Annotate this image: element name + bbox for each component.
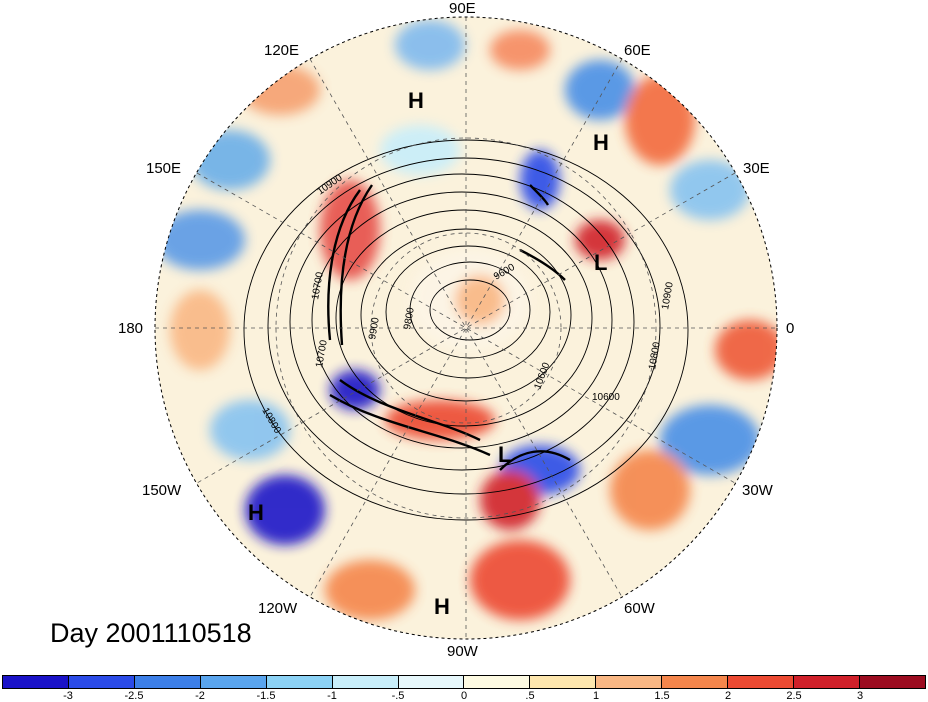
contour-label: 10900 [660,281,676,311]
lon-label-30e: 30E [743,160,770,177]
contour-label: 10600 [592,392,620,403]
map-boundary [154,16,778,640]
colorbar-tick-label: 0 [460,690,468,702]
colorbar-segment [68,676,135,688]
lon-label-150e: 150E [146,160,182,177]
colorbar-tick-label: -1.5 [256,690,276,702]
polar-map: 10900 10700 9900 9800 9600 10900 10800 1… [154,16,778,640]
colorbar-tick-label: 1.5 [654,690,670,702]
lon-label-90e: 90E [449,0,476,17]
colorbar-segment [3,676,69,688]
colorbar-segment [662,676,729,688]
contour-label: 10700 [314,339,330,369]
colorbar-tick-label: 2 [724,690,732,702]
colorbar-tick-label: -3 [63,690,73,702]
date-title: Day 2001110518 [50,618,252,648]
lon-label-150w: 150W [142,482,182,499]
colorbar-tick-label: -.5 [391,690,405,702]
colorbar-segment [134,676,201,688]
contour-label: 10700 [310,271,326,301]
high-pressure-marker: H [248,500,264,525]
lon-label-120w: 120W [258,600,298,617]
height-contours [243,139,689,521]
colorbar-segment [859,676,925,688]
anomaly-field [155,17,777,639]
colorbar-segment [596,676,663,688]
lon-label-30w: 30W [742,482,773,499]
colorbar-segment [794,676,860,688]
colorbar-tick-label: -1 [327,690,337,702]
colorbar-tick-label: -2 [195,690,205,702]
low-pressure-marker: L [594,250,608,275]
contour-label: 10800 [647,341,663,371]
lon-label-60e: 60E [624,42,651,59]
high-pressure-marker: H [593,130,609,155]
colorbar [2,675,926,689]
lon-label-60w: 60W [624,600,655,617]
colorbar-tick-label: .5 [525,690,535,702]
lon-label-120e: 120E [264,42,300,59]
graticule [155,17,777,639]
colorbar-segment [332,676,399,688]
jet-contours [327,184,571,471]
colorbar-tick-label: -2.5 [124,690,144,702]
lon-label-180: 180 [118,320,144,337]
colorbar-segment [200,676,267,688]
high-pressure-marker: H [408,88,424,113]
colorbar-segment [266,676,333,688]
lon-label-0: 0 [786,320,795,337]
colorbar-segment [530,676,597,688]
colorbar-segment [398,676,465,688]
colorbar-segment [728,676,795,688]
lon-label-90w: 90W [447,643,478,660]
colorbar-tick-label: 3 [856,690,864,702]
high-pressure-marker: H [434,594,450,619]
colorbar-tick-label: 1 [592,690,600,702]
contour-label: 9900 [367,316,382,340]
contour-label: 9800 [402,306,417,330]
colorbar-segment [464,676,531,688]
colorbar-tick-label: 2.5 [786,690,802,702]
low-pressure-marker: L [498,442,512,467]
